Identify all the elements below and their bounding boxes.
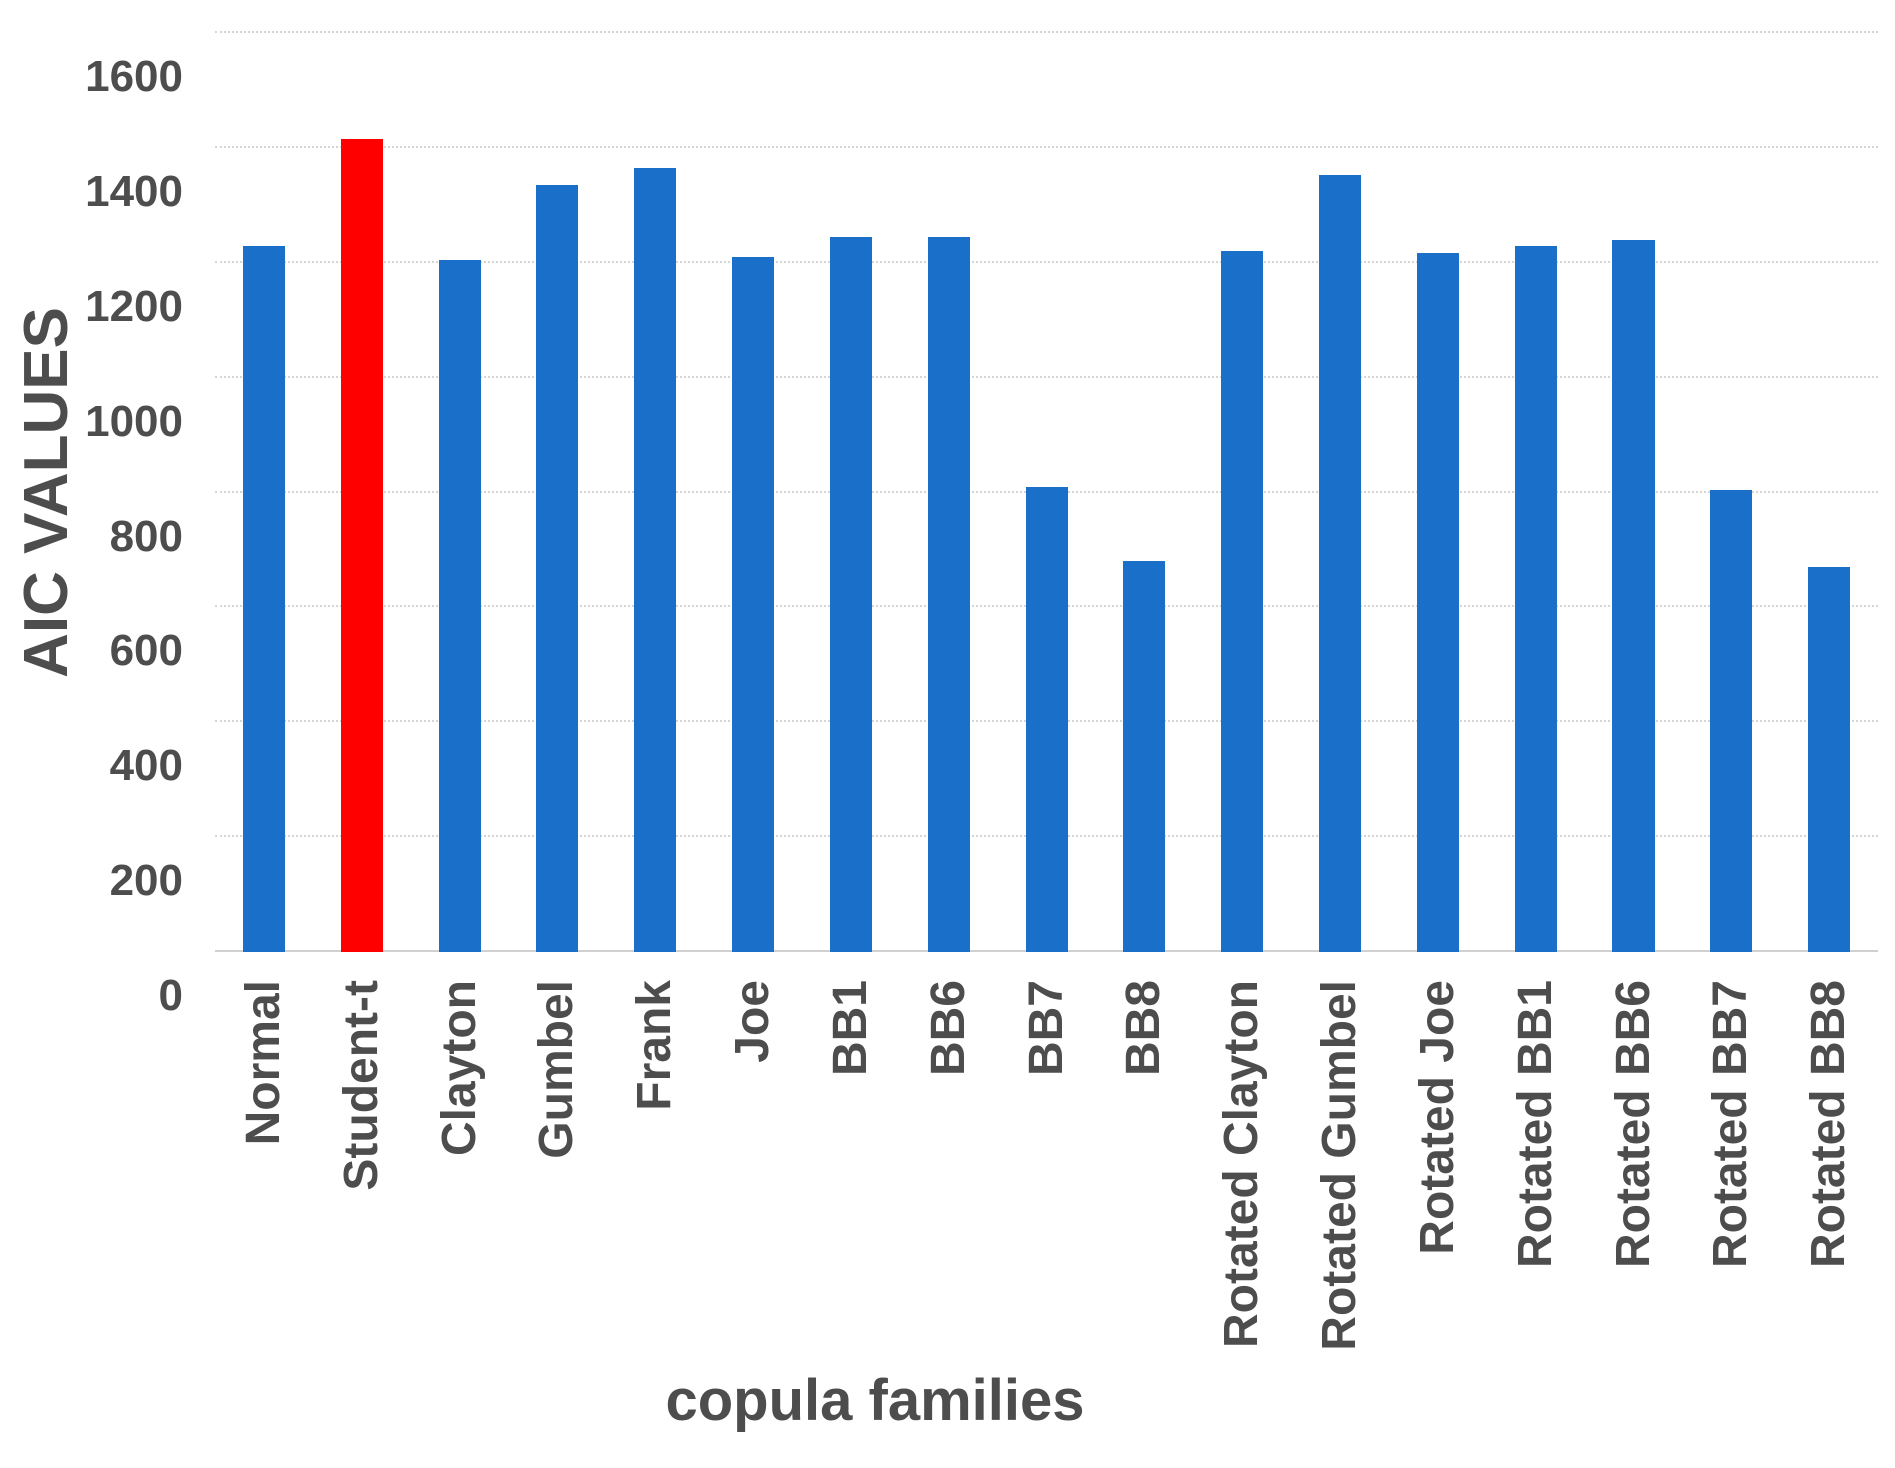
- x-category-label: Gumbel: [530, 980, 584, 1159]
- y-tick-label: 200: [109, 856, 183, 906]
- x-category-label: Student-t: [334, 980, 388, 1191]
- x-label-slot: BB6: [900, 980, 998, 1076]
- bar-rotated-bb6: [1612, 239, 1655, 952]
- x-label-slot: Rotated Joe: [1389, 980, 1487, 1255]
- bar-slot: [1095, 33, 1193, 952]
- y-tick-label: 600: [109, 626, 183, 676]
- bar-slot: [1585, 33, 1683, 952]
- x-category-label: BB1: [823, 980, 877, 1077]
- x-label-slot: BB7: [998, 980, 1096, 1076]
- y-tick-label: 0: [158, 971, 183, 1020]
- bar-slot: [1389, 33, 1487, 952]
- y-axis-title: AIC VALUES: [12, 307, 81, 678]
- bar-slot: [1682, 33, 1780, 952]
- bars-layer: [215, 33, 1878, 952]
- bar-rotated-bb7: [1710, 489, 1753, 952]
- x-category-label: Rotated BB6: [1606, 980, 1660, 1269]
- x-label-slot: Joe: [704, 980, 802, 1063]
- bar-slot: [508, 33, 606, 952]
- x-category-label: Normal: [236, 980, 290, 1146]
- x-category-label: BB6: [921, 980, 975, 1077]
- bar-slot: [1780, 33, 1878, 952]
- x-axis-title: copula families: [665, 1368, 1085, 1433]
- x-category-label: Rotated BB1: [1508, 980, 1562, 1269]
- x-label-slot: Clayton: [411, 980, 509, 1156]
- bar-rotated-clayton: [1221, 251, 1264, 952]
- bar-rotated-gumbel: [1318, 175, 1362, 952]
- bar-bb7: [1025, 486, 1068, 952]
- bar-slot: [1487, 33, 1585, 952]
- bar-bb8: [1123, 561, 1166, 952]
- x-label-slot: Normal: [215, 980, 313, 1145]
- bar-bb6: [927, 236, 970, 952]
- bar-normal: [242, 245, 285, 952]
- x-label-slot: Rotated BB6: [1585, 980, 1683, 1268]
- x-category-label: Rotated Gumbel: [1313, 980, 1367, 1351]
- bar-joe: [732, 257, 775, 952]
- gridline-1200: 1200: [85, 260, 1878, 328]
- x-category-label: Rotated BB8: [1802, 980, 1856, 1269]
- x-label-slot: Student-t: [313, 980, 411, 1191]
- x-category-label: Joe: [726, 980, 780, 1063]
- x-category-label: Frank: [628, 980, 682, 1111]
- x-label-slot: Rotated Gumbel: [1291, 980, 1389, 1351]
- y-tick-label: 1600: [85, 52, 183, 101]
- x-label-slot: Rotated BB1: [1487, 980, 1585, 1268]
- bar-slot: [215, 33, 313, 952]
- gridline-1400: 1400: [85, 145, 1878, 213]
- bar-rotated-joe: [1416, 253, 1459, 952]
- y-tick-label: 1400: [85, 166, 183, 216]
- y-axis-title-wrap: AIC VALUES: [12, 33, 82, 952]
- x-label-slot: Gumbel: [508, 980, 606, 1159]
- bar-rotated-bb8: [1808, 567, 1851, 952]
- bar-slot: [1291, 33, 1389, 952]
- bar-slot: [998, 33, 1096, 952]
- bar-slot: [704, 33, 802, 952]
- x-label-slot: Frank: [606, 980, 704, 1111]
- x-label-slot: Rotated Clayton: [1193, 980, 1291, 1348]
- bar-slot: [411, 33, 509, 952]
- x-axis-labels: Normal Student-t Clayton Gumbel Frank Joe BB1 B…: [215, 980, 1878, 1351]
- x-label-slot: BB8: [1095, 980, 1193, 1076]
- bar-slot: [1193, 33, 1291, 952]
- x-label-slot: BB1: [802, 980, 900, 1076]
- y-tick-label: 800: [109, 511, 183, 561]
- bar-gumbel: [536, 185, 579, 952]
- y-tick-label: 1000: [85, 396, 183, 446]
- y-tick-label: 400: [109, 741, 183, 791]
- bar-rotated-bb1: [1514, 245, 1557, 952]
- x-category-label: Rotated Joe: [1410, 980, 1464, 1255]
- x-label-slot: Rotated BB8: [1780, 980, 1878, 1268]
- y-tick-label: 1200: [85, 281, 183, 331]
- gridline-1600: 1600: [85, 31, 1878, 99]
- x-category-label: BB7: [1019, 980, 1073, 1077]
- bar-frank: [634, 167, 677, 952]
- bar-clayton: [438, 259, 481, 952]
- x-category-label: Rotated Clayton: [1215, 980, 1269, 1349]
- plot-area: 0 200 400 600 800 1000 1200 1400 1600: [85, 31, 1878, 1018]
- bar-slot: [802, 33, 900, 952]
- x-category-label: BB8: [1117, 980, 1171, 1077]
- bar-slot: [313, 33, 411, 952]
- bar-bb1: [829, 236, 872, 952]
- x-category-label: Clayton: [432, 980, 486, 1157]
- x-category-label: Rotated BB7: [1704, 980, 1758, 1269]
- x-label-slot: Rotated BB7: [1682, 980, 1780, 1268]
- bar-slot: [606, 33, 704, 952]
- bar-student-t: [340, 139, 383, 952]
- bar-slot: [900, 33, 998, 952]
- gridline-1000: 1000: [85, 375, 1878, 443]
